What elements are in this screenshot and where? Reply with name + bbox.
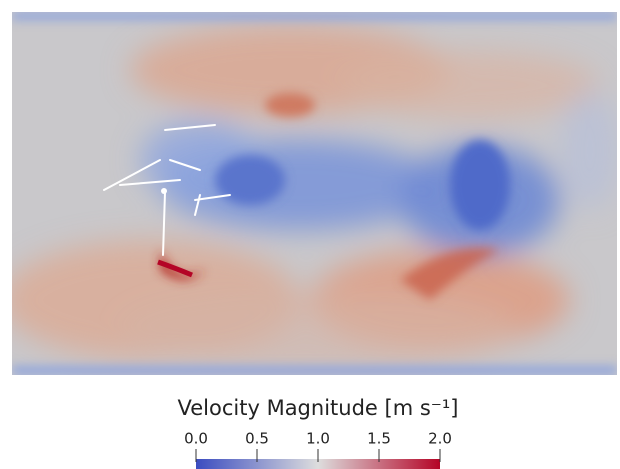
velocity-field xyxy=(0,12,620,375)
colorbar-tick-label: 1.5 xyxy=(367,430,391,448)
colorbar-tick-label: 2.0 xyxy=(428,430,452,448)
chart: Velocity Magnitude [m s⁻¹] 0.0 0.5 1.0 1.5 2… xyxy=(0,0,620,469)
colorbar-tick-label: 0.5 xyxy=(245,430,269,448)
colorbar-tick-label: 1.0 xyxy=(306,430,330,448)
colorbar-tick-label: 0.0 xyxy=(184,430,208,448)
colorbar-title: Velocity Magnitude [m s⁻¹] xyxy=(178,396,459,420)
